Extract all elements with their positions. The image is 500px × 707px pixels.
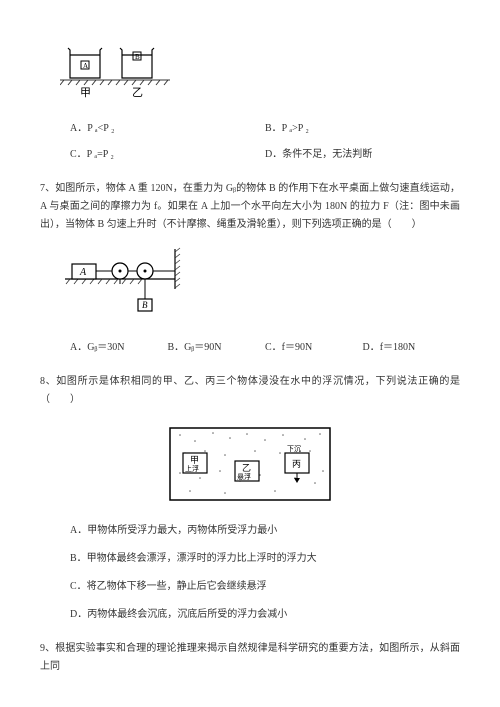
marker-a: A bbox=[83, 62, 88, 70]
pulley-svg: A B bbox=[60, 244, 210, 319]
q6-opt-c: C．P ₐ=P ₂ bbox=[70, 146, 265, 164]
q8-label-yi: 乙 bbox=[242, 463, 251, 473]
q8-opt-a: A．甲物体所受浮力最大，丙物体所受浮力最小 bbox=[70, 522, 460, 540]
q8-options: A．甲物体所受浮力最大，丙物体所受浮力最小 B．甲物体最终会漂浮，漂浮时的浮力比… bbox=[70, 522, 460, 624]
q6-opt-b: B．P ₐ>P ₂ bbox=[265, 120, 460, 138]
buoyancy-svg: 甲 上浮 乙 悬浮 丙 下沉 bbox=[165, 423, 335, 508]
q7-text: 7、如图所示，物体 A 重 120N，在重力为 Gᵦ的物体 B 的作用下在水平桌… bbox=[40, 180, 460, 234]
q8-note-bing: 下沉 bbox=[287, 445, 301, 453]
label-jia: 甲 bbox=[80, 87, 91, 99]
marker-b: B bbox=[135, 53, 140, 61]
q8-note-jia: 上浮 bbox=[185, 464, 199, 473]
q8-label-bing: 丙 bbox=[292, 459, 301, 469]
beakers-svg: A B 甲 乙 bbox=[60, 30, 170, 100]
q6-options-row1: A．P ₐ<P ₂ B．P ₐ>P ₂ bbox=[70, 120, 460, 138]
q7-figure: A B bbox=[60, 244, 460, 319]
q7-opt-a: A．Gᵦ＝30N bbox=[70, 339, 168, 357]
q8-text: 8、如图所示是体积相同的甲、乙、丙三个物体浸没在水中的浮沉情况，下列说法正确的是… bbox=[40, 373, 460, 409]
q8-opt-c: C．将乙物体下移一些，静止后它会继续悬浮 bbox=[70, 578, 460, 596]
q8-opt-d: D．丙物体最终会沉底，沉底后所受的浮力会减小 bbox=[70, 606, 460, 624]
q6-opt-a: A．P ₐ<P ₂ bbox=[70, 120, 265, 138]
q9-text: 9、根据实验事实和合理的理论推理来揭示自然规律是科学研究的重要方法，如图所示，从… bbox=[40, 640, 460, 676]
q8-figure: 甲 上浮 乙 悬浮 丙 下沉 bbox=[40, 423, 460, 508]
q6-opt-d: D．条件不足，无法判断 bbox=[265, 146, 460, 164]
label-a: A bbox=[79, 267, 87, 278]
q7-opt-b: B．Gᵦ＝90N bbox=[168, 339, 266, 357]
q7-options: A．Gᵦ＝30N B．Gᵦ＝90N C．f＝90N D．f＝180N bbox=[70, 339, 460, 357]
label-b: B bbox=[142, 300, 148, 310]
q6-options-row2: C．P ₐ=P ₂ D．条件不足，无法判断 bbox=[70, 146, 460, 164]
label-yi: 乙 bbox=[132, 86, 143, 99]
q8-opt-b: B．甲物体最终会漂浮，漂浮时的浮力比上浮时的浮力大 bbox=[70, 550, 460, 568]
q8-label-jia: 甲 bbox=[190, 455, 199, 465]
q8-note-yi: 悬浮 bbox=[237, 472, 251, 481]
q7-opt-c: C．f＝90N bbox=[265, 339, 363, 357]
q7-opt-d: D．f＝180N bbox=[363, 339, 461, 357]
q6-figure: A B 甲 乙 bbox=[60, 30, 460, 100]
